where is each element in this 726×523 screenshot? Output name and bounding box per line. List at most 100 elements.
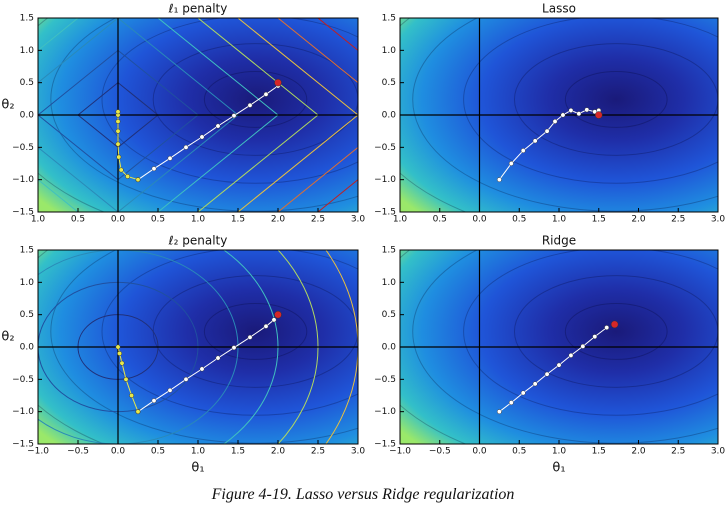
path-point (544, 371, 550, 377)
path-point (125, 173, 131, 179)
x-tick-label: 1.0 (552, 215, 567, 225)
x-tick-label: −0.5 (429, 447, 451, 457)
y-tick-label: 1.5 (20, 14, 34, 24)
y-tick-label: −0.5 (12, 375, 34, 385)
path-point (119, 360, 125, 366)
x-tick-label: 2.0 (631, 447, 646, 457)
x-tick-label: 1.0 (191, 215, 206, 225)
x-tick-label: 0.5 (433, 215, 447, 225)
y-tick-label: −1.0 (12, 175, 34, 185)
panel: −1.0 −0.5 0.0 0.5 1.0 1.5 2.0 2.5 3.0−1.5−1.0−0.… (374, 234, 726, 476)
path-point (231, 345, 237, 351)
path-point (580, 343, 586, 349)
path-point (595, 111, 603, 119)
plot-area (38, 250, 358, 444)
cost-contour (203, 303, 308, 360)
y-tick-label: −1.0 (12, 407, 34, 417)
chart-title: ℓ₁ penalty (168, 2, 228, 16)
path-point (576, 111, 582, 117)
caption: Figure 4-19. Lasso versus Ridge regulari… (211, 486, 515, 503)
x-axis-label: θ₁ (191, 461, 204, 476)
x-tick-label: 0.0 (472, 215, 487, 225)
plot-area (38, 18, 358, 212)
path-point (115, 344, 121, 350)
y-tick-label: −1.5 (374, 440, 396, 450)
cost-contour (152, 43, 358, 156)
path-point (135, 177, 141, 183)
x-tick-label: −1.0 (27, 447, 49, 457)
x-tick-label: 1.0 (552, 447, 567, 457)
x-tick-label: −0.5 (67, 447, 89, 457)
x-tick-label: 0.0 (111, 215, 126, 225)
path-point (604, 325, 610, 331)
cost-contour (412, 18, 718, 212)
x-tick-label: 0.5 (71, 215, 85, 225)
chart-title: Lasso (542, 2, 576, 16)
path-point (274, 78, 282, 87)
path-point (231, 113, 237, 119)
path-point (263, 323, 269, 329)
path-point (544, 128, 550, 134)
path-point (520, 148, 526, 154)
y-tick-label: 0.0 (382, 343, 397, 353)
path-point (167, 155, 173, 161)
y-tick-label: 1.0 (382, 278, 397, 288)
cost-contour (203, 71, 308, 128)
y-tick-label: 0.0 (382, 111, 397, 121)
x-tick-label: 3.0 (351, 215, 366, 225)
panel: −1.0 −0.5 0.0 0.5 1.0 1.5 2.0 2.5 3.0−1.5−1.0−0.… (1, 234, 366, 476)
x-tick-label: 2.5 (671, 215, 685, 225)
path-point (592, 334, 598, 340)
path-point (115, 119, 121, 124)
x-tick-label: 2.5 (311, 215, 325, 225)
x-tick-label: −1.0 (389, 447, 411, 457)
path-point (116, 154, 122, 160)
y-tick-label: −1.5 (12, 440, 34, 450)
x-tick-label: 0.0 (472, 447, 487, 457)
path-point (115, 128, 121, 134)
cost-contour (101, 18, 358, 184)
path-point (508, 400, 514, 406)
path-point (167, 387, 173, 393)
x-tick-label: 0.5 (151, 215, 165, 225)
plot-area (400, 18, 718, 212)
path-point (568, 352, 574, 358)
path-line (137, 85, 279, 181)
cost-contour (564, 303, 668, 360)
path-point (151, 398, 157, 404)
x-tick-label: 3.0 (351, 447, 366, 457)
path-point (199, 134, 205, 140)
path-point (117, 351, 123, 356)
x-tick-label: 0.5 (151, 447, 165, 457)
y-tick-label: 1.5 (382, 14, 396, 24)
path-point (123, 376, 129, 382)
x-tick-label: 1.0 (191, 447, 206, 457)
y-tick-label: −1.0 (374, 407, 396, 417)
y-tick-label: 1.0 (382, 46, 397, 56)
path-point (151, 166, 157, 172)
y-axis-label: θ₂ (1, 330, 14, 345)
x-tick-label: 3.0 (711, 447, 726, 457)
path-point (610, 320, 619, 329)
panel: 1.0 0.5 0.0 0.5 1.0 1.5 2.0 2.5 3.0 −1.5 −1.0 −0.5 0… (1, 2, 366, 225)
path-point (135, 409, 141, 415)
x-tick-label: 2.0 (271, 215, 286, 225)
path-point (556, 362, 562, 368)
path-point (115, 109, 121, 115)
y-tick-label: −1.0 (374, 175, 396, 185)
path-point (199, 366, 205, 372)
y-tick-label: −0.5 (374, 375, 396, 385)
x-tick-label: 1.0 (31, 215, 46, 225)
path-point (271, 317, 277, 323)
y-tick-label: −0.5 (374, 143, 396, 153)
x-axis-label: θ₁ (552, 461, 565, 476)
path-point (532, 381, 538, 387)
y-tick-label: −0.5 (12, 143, 34, 153)
x-tick-label: 1.5 (592, 447, 606, 457)
path-line (137, 319, 275, 413)
y-axis-label: θ₂ (1, 98, 14, 113)
cost-contour (463, 18, 718, 184)
y-tick-label: 1.5 (20, 246, 34, 256)
path-point (496, 177, 502, 183)
